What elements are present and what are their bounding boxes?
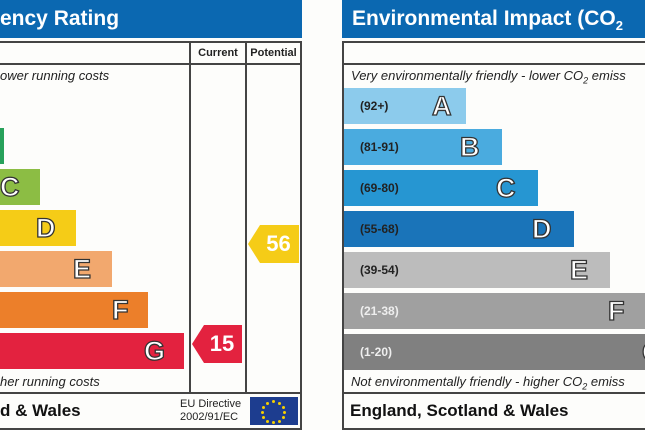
band-letter: D xyxy=(531,213,552,244)
environmental-band-c: (69-80) C xyxy=(344,170,538,206)
energy-band-b xyxy=(0,128,4,164)
energy-band-g: G xyxy=(0,333,184,369)
eu-directive-text: EU Directive 2002/91/EC xyxy=(180,398,241,424)
band-letter: G xyxy=(143,335,166,366)
label-text: Very environmentally friendly - lower CO xyxy=(351,68,584,83)
band-letter: E xyxy=(569,254,589,285)
energy-top-label: ower running costs xyxy=(0,68,110,83)
title-subscript: 2 xyxy=(615,18,623,34)
band-range: (55-68) xyxy=(360,222,399,236)
divider xyxy=(0,63,302,65)
label-subscript: 2 xyxy=(582,381,588,392)
energy-panel-title: ency Rating xyxy=(0,0,302,38)
band-letter: C xyxy=(495,172,516,203)
label-text: emiss xyxy=(587,374,625,389)
environmental-title-text: Environmental Impact (CO xyxy=(352,7,616,30)
band-range: (21-38) xyxy=(360,304,399,318)
band-letter: G xyxy=(641,336,645,368)
energy-band-c: C xyxy=(0,169,40,205)
band-range: (39-54) xyxy=(360,263,399,277)
environmental-footer-region: England, Scotland & Wales xyxy=(350,401,569,420)
band-range: (92+) xyxy=(360,99,389,113)
potential-column-header: Potential xyxy=(250,47,297,59)
environmental-band-e: (39-54) E xyxy=(344,252,610,288)
band-letter: D xyxy=(35,212,56,243)
label-subscript: 2 xyxy=(583,75,589,86)
energy-band-e: E xyxy=(0,251,112,287)
potential-rating-arrow: 56 xyxy=(248,225,299,263)
divider xyxy=(0,392,302,394)
energy-footer-region: d & Wales xyxy=(0,401,81,420)
divider xyxy=(245,41,247,393)
environmental-panel-title: Environmental Impact (CO2 xyxy=(342,0,645,38)
environmental-bottom-label: Not environmentally friendly - higher CO… xyxy=(351,374,625,392)
band-letter: B xyxy=(459,131,480,162)
divider xyxy=(189,41,191,393)
band-range: (1-20) xyxy=(360,345,393,359)
band-range: (69-80) xyxy=(360,181,399,195)
label-text: Not environmentally friendly - higher CO xyxy=(351,374,583,389)
label-text: emiss xyxy=(588,68,626,83)
energy-title-text: ency Rating xyxy=(0,7,120,30)
divider xyxy=(342,63,645,65)
eu-flag-icon xyxy=(250,397,298,425)
band-letter: F xyxy=(111,294,129,325)
energy-band-d: D xyxy=(0,210,76,246)
environmental-band-a: (92+) A xyxy=(344,88,466,124)
eu-directive-line1: EU Directive xyxy=(180,398,242,410)
environmental-band-f: (21-38) F xyxy=(344,293,645,329)
band-range: (81-91) xyxy=(360,140,399,154)
current-column-header: Current xyxy=(198,47,238,59)
environmental-band-d: (55-68) D xyxy=(344,211,574,247)
environmental-band-g: (1-20) G xyxy=(344,334,645,370)
band-letter: C xyxy=(0,171,20,202)
energy-bottom-label: her running costs xyxy=(0,374,100,389)
band-letter: A xyxy=(431,90,452,121)
band-letter: E xyxy=(72,253,92,284)
band-letter: F xyxy=(607,295,625,326)
eu-directive-line2: 2002/91/EC xyxy=(180,411,239,423)
energy-band-f: F xyxy=(0,292,148,328)
current-rating-arrow: 15 xyxy=(192,325,242,363)
environmental-top-label: Very environmentally friendly - lower CO… xyxy=(351,68,626,86)
divider xyxy=(342,392,645,394)
environmental-band-b: (81-91) B xyxy=(344,129,502,165)
